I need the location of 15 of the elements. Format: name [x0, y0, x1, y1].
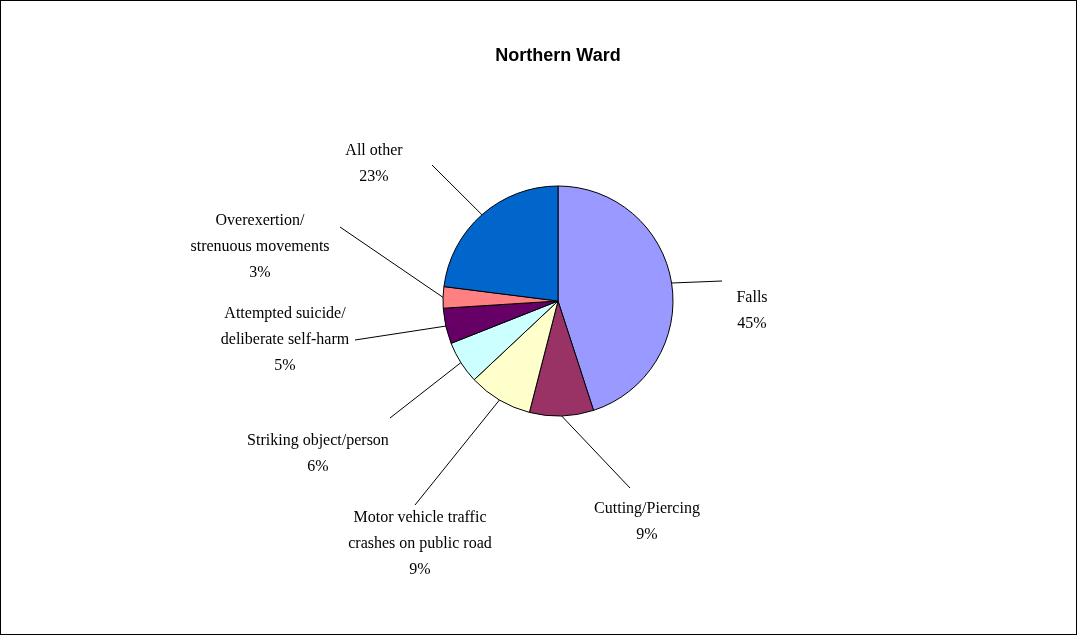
- data-label: 6%: [307, 457, 329, 474]
- slice-label: Motor vehicle traffic crashes on public road: [348, 508, 492, 552]
- data-label: 23%: [359, 167, 389, 184]
- data-label: 3%: [249, 263, 271, 280]
- data-label: 9%: [409, 560, 431, 577]
- slice-label: All other: [345, 141, 404, 158]
- slice-label: Attempted suicide/ deliberate self-harm: [220, 304, 350, 347]
- slice-label: Falls: [736, 288, 768, 305]
- data-label: 5%: [274, 356, 296, 373]
- slice-label: Striking object/person: [247, 431, 389, 449]
- chart-title: Northern Ward: [495, 45, 621, 65]
- data-label: 9%: [636, 525, 658, 542]
- data-label: 45%: [737, 314, 767, 331]
- slice-label: Overexertion/ strenuous movements: [190, 211, 330, 254]
- slice-label: Cutting/Piercing: [594, 499, 700, 517]
